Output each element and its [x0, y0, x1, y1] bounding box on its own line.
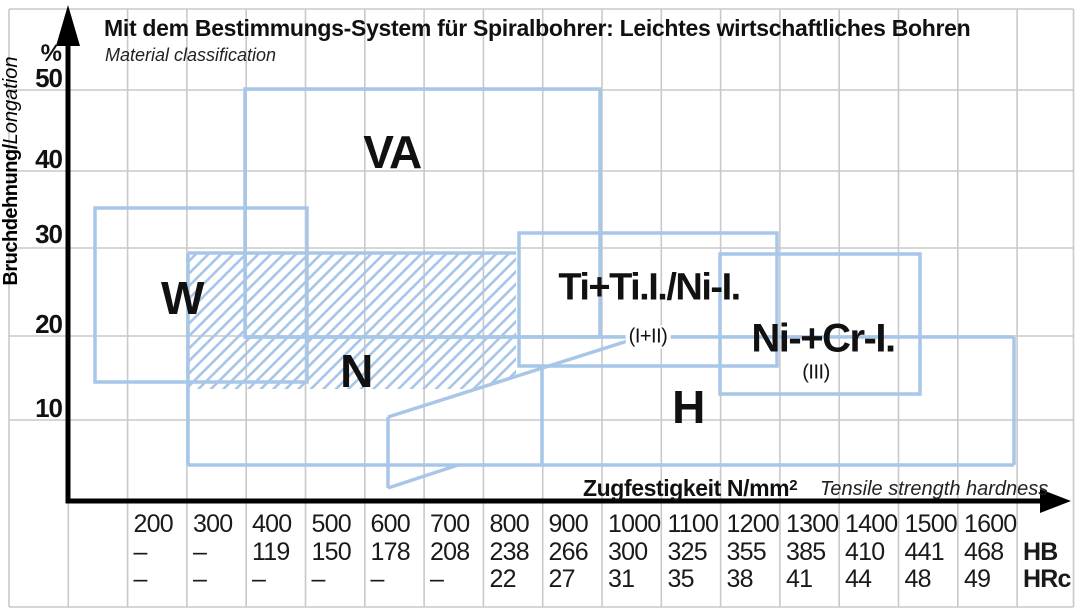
y-tick-10: 10 — [35, 393, 63, 423]
zone-divider-diagonal — [387, 336, 638, 419]
page-subtitle: Material classification — [105, 45, 277, 65]
zone-label-nicr-sub: (III) — [802, 361, 830, 384]
zone-outlines — [93, 87, 1016, 490]
zone-label-h: H — [672, 381, 705, 433]
table-col-700: 700 208– — [430, 510, 470, 593]
table-col-1000: 1000 300 31 — [608, 510, 661, 593]
x-axis-title-sup: 2 — [789, 477, 798, 494]
hrc-row-label: HRc — [1023, 565, 1071, 593]
zone-label-ti-ni-sub: (I+II) — [625, 325, 671, 349]
table-col-600: 600 178– — [370, 510, 411, 593]
table-col-300: 300– – — [193, 510, 233, 593]
zone-flap-diagonal — [387, 463, 459, 490]
zone-label-nicr: Ni-+Cr-I. — [751, 316, 896, 361]
table-row-unit-labels: HB HRc — [1023, 511, 1071, 594]
zone-n-hatch-fill — [188, 253, 516, 389]
y-axis-arrow-icon — [56, 5, 80, 46]
y-axis-unit: % — [40, 40, 62, 67]
x-axis-arrow-icon — [1040, 489, 1071, 513]
table-col-900: 900 266 27 — [548, 510, 589, 593]
table-col-1600: 1600 468 49 — [964, 510, 1017, 593]
axes — [56, 5, 1071, 513]
zone-label-w: W — [161, 272, 204, 324]
table-col-200: 200– – — [133, 510, 174, 593]
table-col-1500: 1500 441 48 — [904, 510, 958, 593]
table-col-1400: 1400 410 44 — [845, 510, 898, 593]
table-col-1100: 1100 325 35 — [667, 510, 719, 593]
x-axis-title-text: Zugfestigkeit N/mm — [583, 475, 790, 501]
y-tick-50: 50 — [35, 63, 63, 93]
zone-label-ti-ni: Ti+Ti.I./Ni-I. — [558, 266, 741, 309]
table-col-800: 800 238 22 — [489, 510, 530, 593]
zone-label-va: VA — [363, 126, 422, 178]
table-col-1200: 1200 355 38 — [726, 510, 780, 593]
zone-w-outline — [93, 206, 309, 384]
x-axis-title: Zugfestigkeit N/mm2 — [583, 475, 798, 502]
table-col-500: 500 150– — [311, 510, 352, 593]
x-axis-title-secondary: Tensile strength hardness — [820, 478, 1049, 500]
zone-ti-ni-outline — [517, 231, 779, 368]
table-col-400: 400 119– — [252, 510, 292, 593]
zone-label-n: N — [340, 345, 373, 397]
zone-nicr-outline — [718, 252, 922, 396]
y-tick-40: 40 — [35, 144, 63, 174]
y-tick-20: 20 — [35, 309, 63, 339]
page-title: Mit dem Bestimmungs-System für Spiralboh… — [104, 15, 971, 41]
hb-row-label: HB — [1023, 537, 1058, 566]
table-col-1300: 1300 385 41 — [786, 510, 839, 593]
y-tick-30: 30 — [35, 219, 63, 249]
